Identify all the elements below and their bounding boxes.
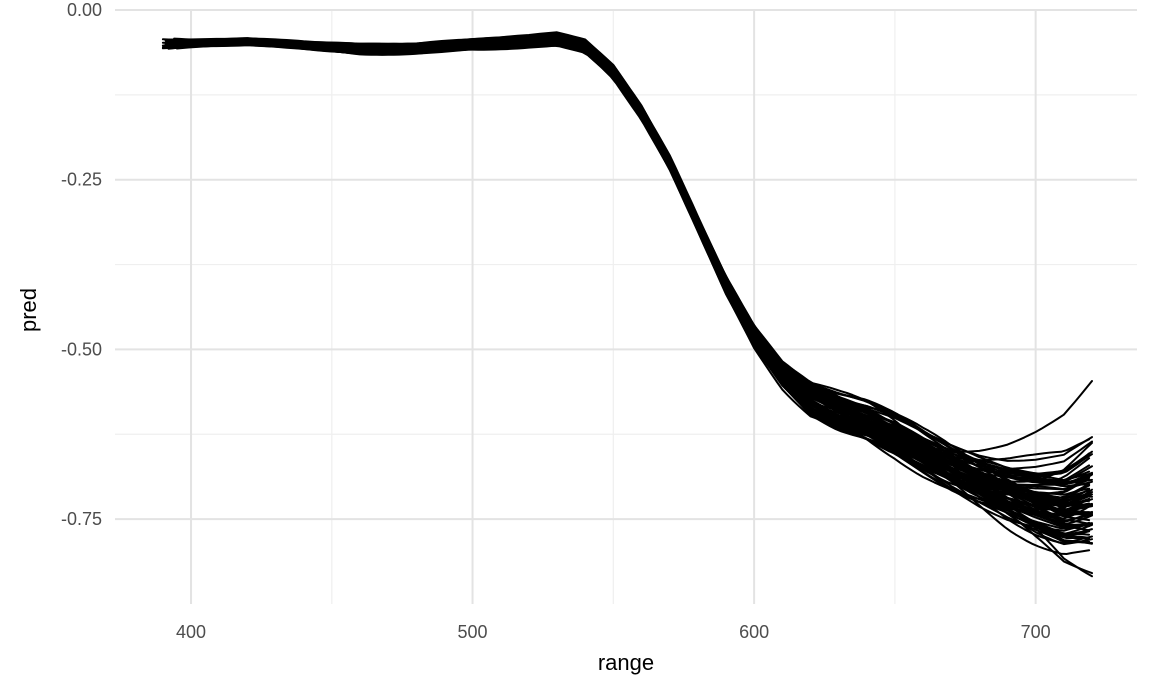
prediction-line xyxy=(170,37,1091,496)
prediction-line xyxy=(173,41,1093,522)
prediction-line xyxy=(164,38,1091,508)
x-tick-label: 600 xyxy=(739,622,769,642)
prediction-line xyxy=(167,39,1093,578)
y-tick-label: -0.50 xyxy=(61,339,102,359)
prediction-lines xyxy=(161,31,1093,578)
grid xyxy=(115,9,1137,604)
prediction-line xyxy=(167,37,1093,508)
prediction-line xyxy=(164,33,1091,484)
prediction-line xyxy=(167,35,1093,517)
y-tick-label: -0.75 xyxy=(61,509,102,529)
prediction-line xyxy=(167,35,1093,514)
prediction-line xyxy=(170,37,1091,477)
prediction-line xyxy=(164,37,1091,502)
prediction-line xyxy=(161,36,1093,483)
y-tick-label: -0.25 xyxy=(61,170,102,190)
prediction-line xyxy=(170,36,1091,504)
x-tick-label: 400 xyxy=(176,622,206,642)
prediction-line xyxy=(164,42,1091,511)
prediction-line xyxy=(164,34,1091,515)
y-axis-tick-labels: 0.00 -0.25 -0.50 -0.75 xyxy=(61,0,102,529)
prediction-line xyxy=(164,34,1091,482)
x-tick-label: 500 xyxy=(458,622,488,642)
prediction-line xyxy=(178,39,1093,575)
prediction-line xyxy=(161,40,1093,514)
y-tick-label: 0.00 xyxy=(67,0,102,20)
x-axis-title: range xyxy=(598,650,654,675)
prediction-line xyxy=(170,40,1091,496)
x-tick-label: 700 xyxy=(1021,622,1051,642)
prediction-line xyxy=(161,42,1093,496)
prediction-line xyxy=(175,40,1091,514)
prediction-line xyxy=(173,40,1093,511)
y-axis-title: pred xyxy=(16,288,41,332)
prediction-line xyxy=(170,39,1091,501)
x-axis-tick-labels: 400 500 600 700 xyxy=(176,622,1051,642)
